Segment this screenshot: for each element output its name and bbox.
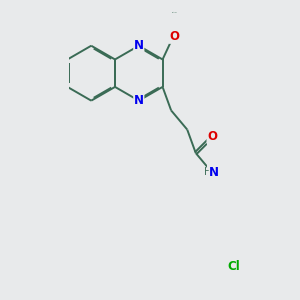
Text: N: N — [134, 39, 144, 52]
Text: Methoxy: Methoxy — [172, 12, 178, 14]
Text: H: H — [204, 167, 211, 177]
Text: O: O — [207, 130, 217, 143]
Text: N: N — [134, 94, 144, 107]
Text: O: O — [169, 30, 179, 43]
Text: N: N — [209, 166, 219, 179]
Text: Cl: Cl — [227, 260, 240, 274]
